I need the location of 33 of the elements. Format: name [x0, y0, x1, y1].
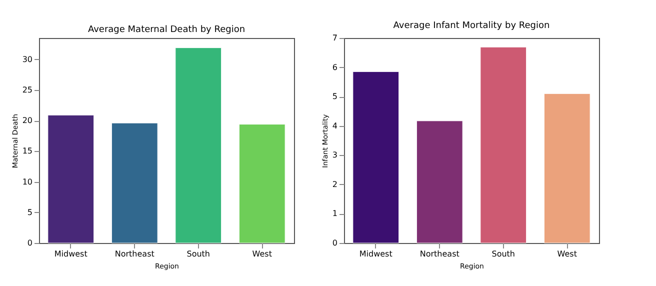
x-tick-label: Northeast — [420, 250, 460, 258]
y-tick-label: 2 — [332, 180, 338, 189]
bar — [175, 48, 222, 244]
y-tick-label: 5 — [27, 208, 32, 217]
bar — [352, 71, 400, 244]
bar — [544, 93, 590, 244]
y-tick-label: 4 — [332, 121, 338, 130]
x-tick-label: Midwest — [54, 250, 88, 258]
y-tick-label: 10 — [22, 177, 32, 186]
x-tick-label: Northeast — [114, 250, 154, 258]
bar — [111, 122, 158, 244]
y-tick-label: 30 — [22, 54, 32, 64]
x-tick-label: West — [557, 250, 577, 258]
y-tick-label: 5 — [332, 92, 338, 102]
bar — [416, 120, 463, 244]
y-tick-label: 7 — [332, 34, 338, 42]
y-tick-label: 6 — [332, 62, 338, 72]
x-tick-label: South — [492, 250, 515, 258]
y-tick-label: 0 — [332, 238, 338, 248]
y-tick-label: 25 — [22, 86, 32, 95]
y-tick-label: 1 — [332, 209, 338, 218]
bar — [480, 46, 527, 244]
y-tick-label: 3 — [332, 150, 338, 160]
x-tick-label: South — [186, 250, 210, 258]
chart-title: Average Infant Mortality by Region — [393, 21, 550, 31]
bar — [48, 114, 94, 244]
bar — [238, 124, 286, 244]
x-tick-label: West — [252, 250, 272, 258]
x-tick-label: Midwest — [359, 250, 392, 258]
y-tick-label: 20 — [22, 116, 32, 126]
chart-title: Average Maternal Death by Region — [88, 25, 246, 35]
y-tick-label: 0 — [27, 238, 32, 248]
y-tick-label: 15 — [22, 146, 32, 156]
